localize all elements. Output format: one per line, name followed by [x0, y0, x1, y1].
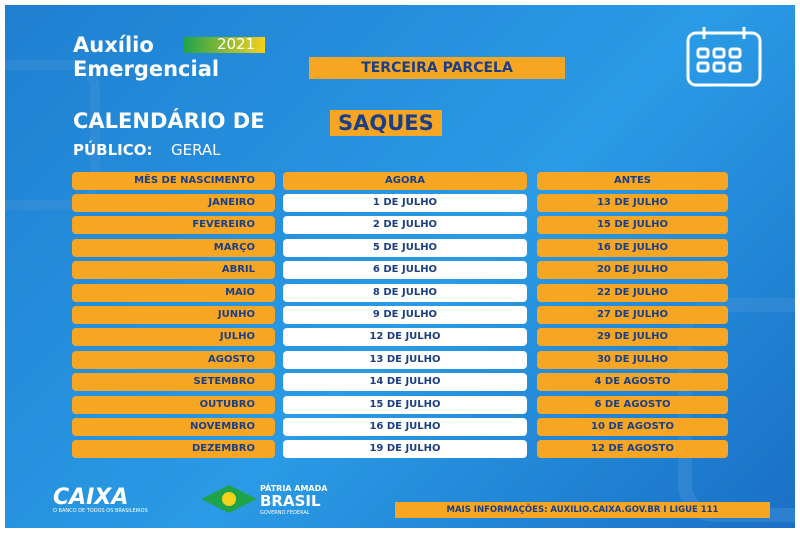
table-cell: SETEMBRO — [72, 373, 275, 392]
column-header: AGORA — [283, 172, 527, 190]
table-cell: 19 DE JULHO — [283, 440, 527, 459]
gov-line3: GOVERNO FEDERAL — [260, 510, 310, 516]
gov-line1: PÁTRIA AMADA — [260, 484, 328, 493]
table-cell: 29 DE JULHO — [537, 328, 728, 347]
table-cell: 9 DE JULHO — [283, 306, 527, 324]
table-cell: MARÇO — [72, 238, 275, 257]
title: Emergencial — [73, 57, 220, 81]
table-cell: ABRIL — [72, 261, 275, 280]
title: Auxílio — [73, 33, 154, 57]
caixa-tagline: O BANCO DE TODOS OS BRASILEIROS — [53, 508, 148, 514]
table-cell: 13 DE JULHO — [283, 350, 527, 369]
table-cell: 6 DE AGOSTO — [537, 395, 728, 414]
audience-label: PÚBLICO: — [73, 141, 153, 159]
table-cell: 5 DE JULHO — [283, 238, 527, 257]
table-cell: 15 DE JULHO — [283, 395, 527, 414]
table-cell: 16 DE JULHO — [283, 418, 527, 436]
table-cell: DEZEMBRO — [72, 440, 275, 459]
table-cell: NOVEMBRO — [72, 418, 275, 436]
table-cell: 14 DE JULHO — [283, 373, 527, 392]
table-cell: 16 DE JULHO — [537, 238, 728, 257]
background: Auxílio 2021 Emergencial TERCEIRA PARCEL… — [5, 5, 795, 528]
table-cell: JULHO — [72, 328, 275, 347]
table-cell: 22 DE JULHO — [537, 283, 728, 302]
table-cell: FEVEREIRO — [72, 216, 275, 235]
table-cell: 12 DE JULHO — [283, 328, 527, 347]
caixa-logo: CAIXA — [53, 485, 129, 510]
table-cell: 4 DE AGOSTO — [537, 373, 728, 392]
badge: TERCEIRA PARCELA — [309, 57, 565, 79]
audience: GERAL — [171, 141, 221, 159]
table-cell: 8 DE JULHO — [283, 283, 527, 302]
year: 2021 — [217, 35, 256, 53]
table-cell: MAIO — [72, 283, 275, 302]
brasil-flag — [201, 485, 257, 513]
heading: CALENDÁRIO DE — [73, 109, 265, 133]
table-cell: 27 DE JULHO — [537, 306, 728, 324]
table-cell: JUNHO — [72, 306, 275, 324]
flag-bar — [183, 37, 265, 53]
table-cell: 15 DE JULHO — [537, 216, 728, 235]
table-cell: 2 DE JULHO — [283, 216, 527, 235]
table-cell: 6 DE JULHO — [283, 261, 527, 280]
table-cell: AGOSTO — [72, 350, 275, 369]
table-cell: 13 DE JULHO — [537, 194, 728, 212]
info: MAIS INFORMAÇÕES: AUXILIO.CAIXA.GOV.BR I… — [395, 502, 770, 518]
table-cell: 12 DE AGOSTO — [537, 440, 728, 459]
table-cell: 20 DE JULHO — [537, 261, 728, 280]
table-cell: 10 DE AGOSTO — [537, 418, 728, 436]
table-cell: 30 DE JULHO — [537, 350, 728, 369]
table-cell: JANEIRO — [72, 194, 275, 212]
gov-line2: BRASIL — [260, 492, 321, 510]
table-cell: 1 DE JULHO — [283, 194, 527, 212]
table-cell: OUTUBRO — [72, 395, 275, 414]
column-header: ANTES — [537, 172, 728, 190]
column-header: MÊS DE NASCIMENTO — [72, 172, 275, 190]
heading-highlight: SAQUES — [330, 110, 442, 136]
